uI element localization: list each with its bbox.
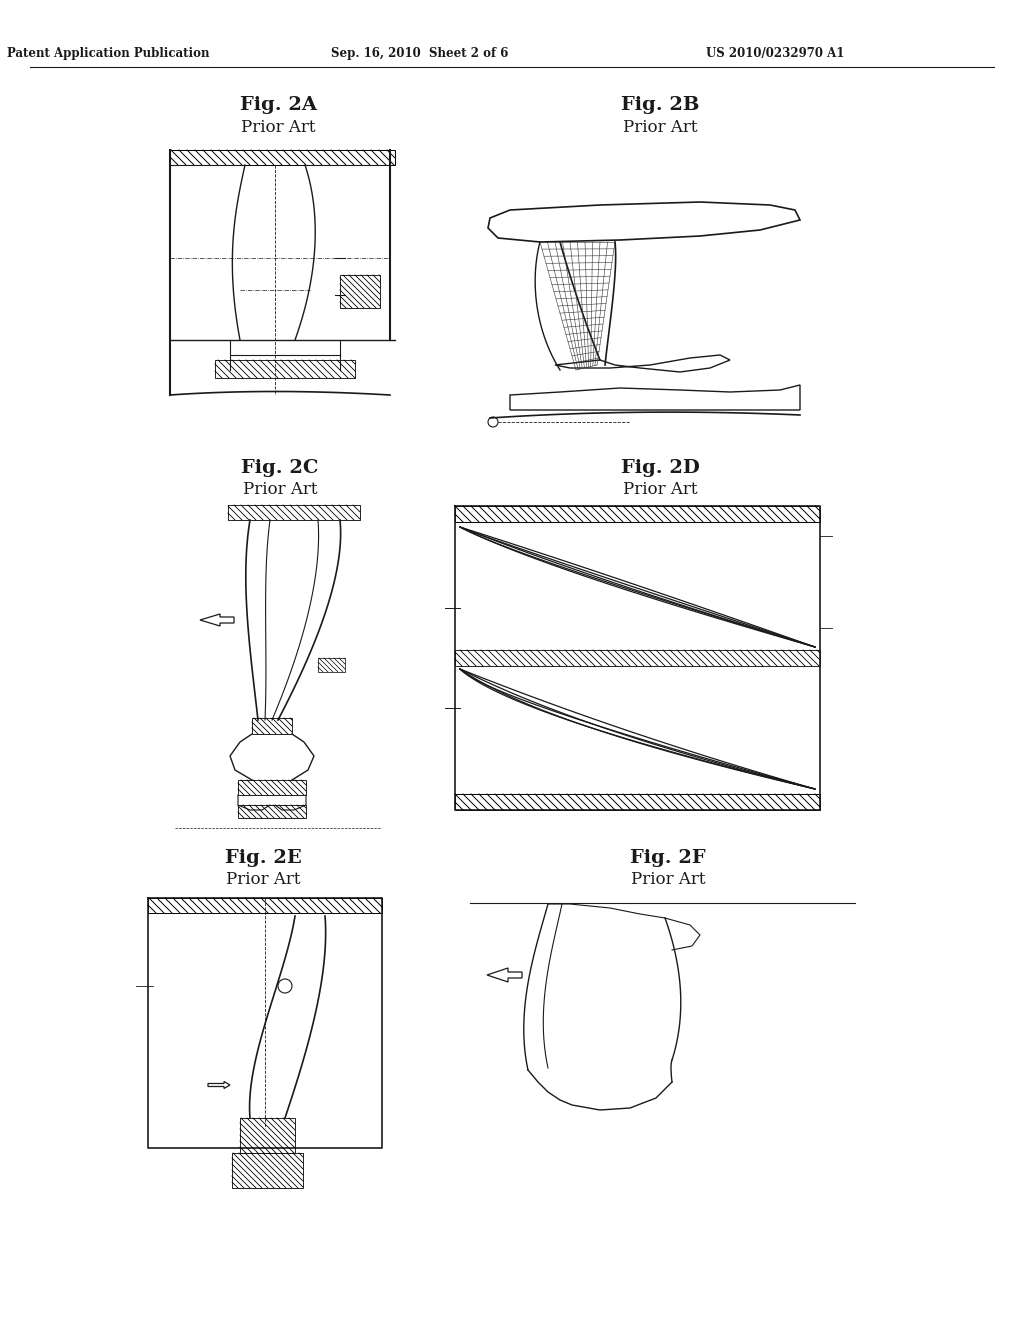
Text: US 2010/0232970 A1: US 2010/0232970 A1	[706, 46, 844, 59]
Polygon shape	[238, 780, 306, 795]
Polygon shape	[148, 898, 382, 913]
Polygon shape	[488, 202, 800, 242]
Text: Prior Art: Prior Art	[225, 871, 300, 888]
Polygon shape	[232, 1152, 303, 1188]
Text: Prior Art: Prior Art	[631, 871, 706, 888]
Polygon shape	[208, 1081, 230, 1089]
Polygon shape	[555, 355, 730, 372]
Text: Fig. 2D: Fig. 2D	[621, 459, 699, 477]
Text: Fig. 2F: Fig. 2F	[630, 849, 706, 867]
Polygon shape	[170, 150, 395, 165]
Text: Prior Art: Prior Art	[241, 119, 315, 136]
Text: Fig. 2B: Fig. 2B	[621, 96, 699, 114]
Polygon shape	[510, 385, 800, 411]
Text: Fig. 2C: Fig. 2C	[242, 459, 318, 477]
Text: Fig. 2A: Fig. 2A	[240, 96, 316, 114]
Polygon shape	[252, 718, 292, 734]
Text: Patent Application Publication: Patent Application Publication	[7, 46, 209, 59]
Polygon shape	[340, 275, 380, 308]
Text: Prior Art: Prior Art	[623, 119, 697, 136]
Polygon shape	[240, 1118, 295, 1152]
Text: Prior Art: Prior Art	[623, 482, 697, 499]
Polygon shape	[228, 506, 360, 520]
Polygon shape	[238, 805, 306, 818]
Polygon shape	[215, 360, 355, 378]
Text: Prior Art: Prior Art	[243, 482, 317, 499]
Polygon shape	[455, 795, 820, 810]
Text: Sep. 16, 2010  Sheet 2 of 6: Sep. 16, 2010 Sheet 2 of 6	[332, 46, 509, 59]
Polygon shape	[318, 657, 345, 672]
Polygon shape	[455, 506, 820, 521]
Polygon shape	[455, 649, 820, 667]
Polygon shape	[200, 614, 234, 626]
Polygon shape	[487, 968, 522, 982]
Text: Fig. 2E: Fig. 2E	[224, 849, 301, 867]
